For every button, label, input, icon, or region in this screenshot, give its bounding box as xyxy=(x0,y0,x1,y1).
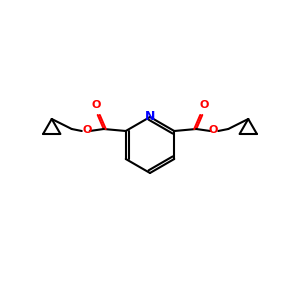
Text: O: O xyxy=(208,125,218,135)
Text: O: O xyxy=(82,125,92,135)
Text: O: O xyxy=(91,100,101,110)
Text: N: N xyxy=(145,110,155,124)
Text: O: O xyxy=(200,100,209,110)
